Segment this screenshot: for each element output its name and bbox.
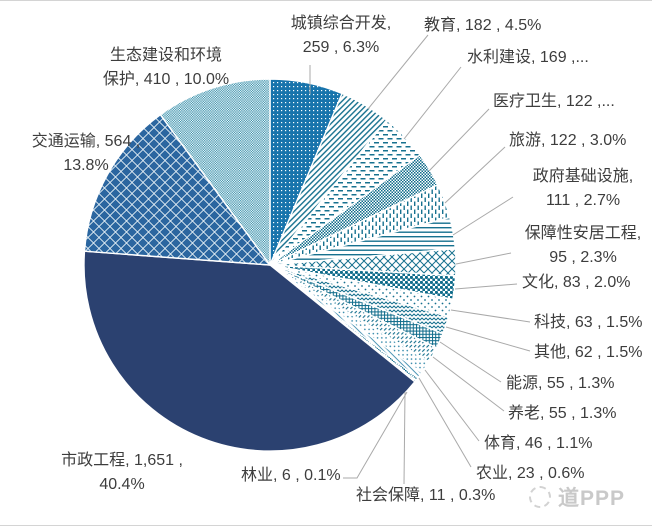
- leader-line: [418, 377, 472, 468]
- slice-label-education: 教育, 182 , 4.5%: [424, 17, 542, 34]
- slice-label-eco-environment: 生态建设和环境 保护, 410 , 10.0%: [102, 47, 230, 88]
- slice-label-healthcare: 医疗卫生, 122 ,...: [493, 93, 615, 110]
- watermark-logo-icon: [529, 486, 551, 508]
- leader-line: [445, 326, 531, 352]
- slice-label-water-conservancy: 水利建设, 169 ,...: [467, 49, 589, 66]
- pie-slice-eco-environment: [159, 78, 271, 266]
- leader-line: [439, 341, 502, 383]
- leader-line: [455, 252, 512, 265]
- slice-label-urban-development: 城镇综合开发, 259 , 6.3%: [290, 15, 392, 56]
- leader-lines-group: [309, 34, 531, 485]
- slice-label-municipal-engineering: 市政工程, 1,651 , 40.4%: [61, 452, 183, 493]
- slice-label-elderly-care: 养老, 55 , 1.3%: [508, 405, 617, 422]
- slice-label-other: 其他, 62 , 1.5%: [534, 344, 643, 361]
- slice-label-technology: 科技, 63 , 1.5%: [534, 314, 643, 331]
- slice-label-agriculture: 农业, 23 , 0.6%: [476, 465, 585, 482]
- slice-label-culture: 文化, 83 , 2.0%: [522, 274, 631, 291]
- slice-label-gov-infrastructure: 政府基础设施, 111 , 2.7%: [532, 168, 634, 209]
- leader-line: [403, 66, 462, 140]
- slice-label-sports: 体育, 46 , 1.1%: [484, 435, 593, 452]
- leader-line: [452, 196, 514, 236]
- pie-slice-transportation: [83, 114, 271, 266]
- leader-line: [343, 391, 408, 479]
- pie-slices-group: [83, 78, 457, 452]
- leader-line: [444, 146, 506, 204]
- pie-slice-municipal-engineering: [83, 250, 416, 452]
- leader-line: [428, 108, 490, 172]
- slice-label-social-security: 社会保障, 11 , 0.3%: [356, 487, 496, 504]
- leader-line: [432, 356, 505, 412]
- leader-line: [403, 391, 406, 485]
- leader-line: [424, 369, 480, 442]
- watermark-text: 道PPP: [558, 487, 626, 510]
- leader-line: [450, 309, 531, 323]
- slice-label-tourism: 旅游, 122 , 3.0%: [509, 132, 627, 149]
- leader-line: [454, 283, 518, 290]
- slice-label-energy: 能源, 55 , 1.3%: [506, 375, 615, 392]
- slice-label-forestry: 林业, 6 , 0.1%: [241, 467, 341, 484]
- slice-label-transportation: 交通运输, 564 , 13.8%: [31, 133, 141, 174]
- leader-line: [367, 34, 429, 110]
- slice-label-affordable-housing: 保障性安居工程, 95 , 2.3%: [524, 225, 642, 266]
- watermark: 道PPP: [529, 482, 625, 512]
